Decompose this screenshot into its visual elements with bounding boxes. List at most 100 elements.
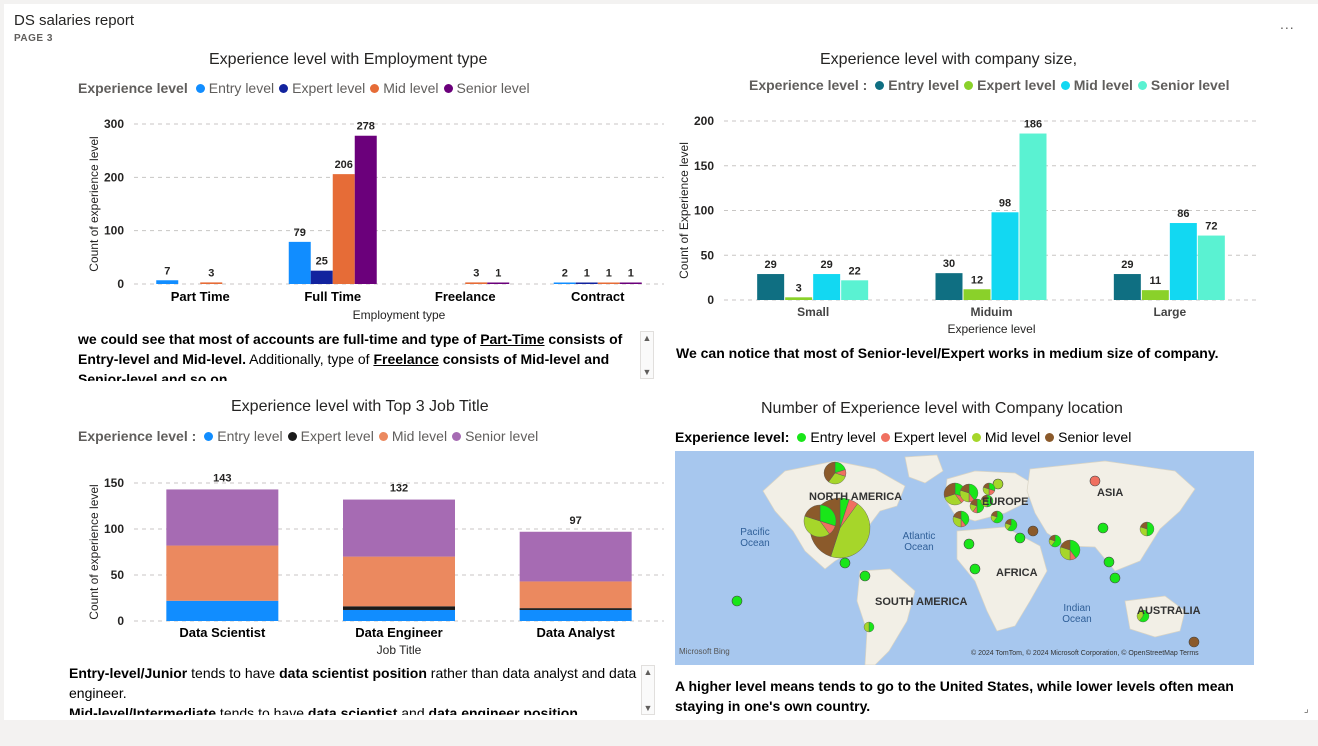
bar[interactable] [1019,133,1047,300]
world-map[interactable]: NORTH AMERICA EUROPE ASIA Pacific Ocean … [675,451,1254,665]
legend-expert-level[interactable]: Expert level [279,80,365,96]
bar[interactable] [785,297,813,300]
bar-segment[interactable] [166,489,279,546]
scroll-down-icon[interactable]: ▼ [642,367,652,377]
legend-entry-level[interactable]: Entry level [875,77,959,93]
location-pie[interactable] [1089,475,1101,487]
bar[interactable] [1169,223,1197,300]
bar-segment[interactable] [343,606,455,610]
bar[interactable] [991,212,1019,300]
report-title: DS salaries report [14,12,135,29]
location-pie[interactable] [982,482,996,496]
location-pie[interactable] [1027,525,1039,537]
legend-entry-level[interactable]: Entry level [195,80,274,96]
bar-segment[interactable] [519,609,632,621]
legend-senior-level[interactable]: Senior level [1045,429,1131,445]
bar[interactable] [963,289,991,300]
x-axis-label: Employment type [353,308,446,322]
y-tick-label: 200 [104,170,124,184]
resize-handle-icon[interactable]: ⌟ [1304,704,1309,715]
location-pie[interactable] [1048,534,1062,548]
bar[interactable] [156,280,179,284]
legend-mid-level[interactable]: Mid level [370,80,439,96]
legend-expert-level[interactable]: Expert level [287,428,374,444]
bar[interactable] [619,282,642,285]
bar[interactable] [935,273,963,300]
data-label: 1 [628,268,634,280]
location-pie[interactable] [1139,521,1155,537]
map-attribution[interactable]: © 2024 TomTom, © 2024 Microsoft Corporat… [971,650,1199,657]
location-pie[interactable] [839,557,851,569]
bar-segment[interactable] [166,600,279,621]
location-pie[interactable] [1109,572,1121,584]
bar[interactable] [841,280,869,300]
note1-scrollbar[interactable]: ▲ ▼ [640,331,654,379]
bar[interactable] [354,135,377,284]
bar-segment[interactable] [343,609,455,621]
x-tick-label: Data Scientist [179,625,266,640]
bar[interactable] [200,282,223,284]
bar-segment[interactable] [519,581,632,609]
legend-senior-level[interactable]: Senior level [452,428,538,444]
bar[interactable] [465,282,488,284]
data-label: 79 [294,227,306,239]
location-pie[interactable] [952,510,970,528]
location-pie[interactable] [1097,522,1109,534]
location-pie[interactable] [823,461,847,485]
legend-entry-level[interactable]: Entry level [797,429,876,445]
location-pie[interactable] [980,494,994,508]
legend-entry-level[interactable]: Entry level [204,428,283,444]
y-tick-label: 0 [117,614,124,628]
bar[interactable] [288,241,311,284]
location-pie[interactable] [969,563,981,575]
bar-segment[interactable] [519,531,632,582]
bar[interactable] [332,174,355,284]
map-canvas[interactable] [675,451,1254,665]
bar[interactable] [757,274,785,300]
location-pie[interactable] [1188,636,1200,648]
location-pie[interactable] [731,595,743,607]
bar[interactable] [553,282,576,285]
more-options-icon[interactable]: ... [1280,16,1295,32]
bar[interactable] [597,282,620,285]
legend-mid-level[interactable]: Mid level [1060,77,1133,93]
location-pie[interactable] [1059,539,1081,561]
legend-mid-level[interactable]: Mid level [971,429,1040,445]
location-pie[interactable] [969,498,985,514]
scroll-up-icon[interactable]: ▲ [643,667,653,677]
location-pie[interactable] [1136,609,1150,623]
scroll-up-icon[interactable]: ▲ [642,333,652,343]
legend-senior-level[interactable]: Senior level [443,80,530,96]
bar[interactable] [1141,290,1169,300]
scroll-down-icon[interactable]: ▼ [643,703,653,713]
location-pie[interactable] [863,621,875,633]
location-pie[interactable] [1004,518,1018,532]
legend-senior-level[interactable]: Senior level [1137,77,1229,93]
bar[interactable] [1197,235,1225,300]
note3-scrollbar[interactable]: ▲ ▼ [641,665,655,715]
location-pie[interactable] [859,570,871,582]
bar[interactable] [813,274,841,300]
location-pie[interactable] [1103,556,1115,568]
map-pies[interactable] [731,461,1200,648]
bar-segment[interactable] [343,499,455,557]
location-pie[interactable] [1014,532,1026,544]
location-pie[interactable] [963,538,975,550]
location-pie[interactable] [992,478,1004,490]
location-pie[interactable] [959,483,979,503]
bar[interactable] [1113,274,1141,300]
bar-segment[interactable] [343,556,455,607]
legend-expert-level[interactable]: Expert level [880,429,967,445]
bar-segment[interactable] [519,608,632,610]
bar[interactable] [310,270,333,284]
legend-expert-level[interactable]: Expert level [964,77,1056,93]
bar-segment[interactable] [166,545,279,601]
bar[interactable] [575,282,598,285]
location-pie[interactable] [803,504,837,538]
legend-mid-level[interactable]: Mid level [378,428,447,444]
location-pie[interactable] [990,510,1004,524]
bar[interactable] [487,282,510,285]
